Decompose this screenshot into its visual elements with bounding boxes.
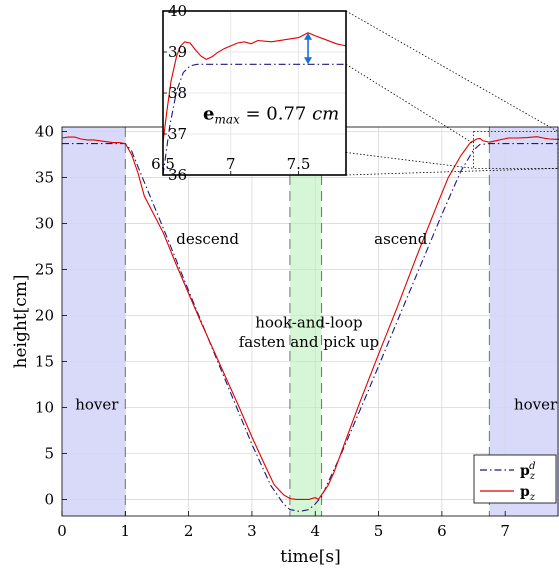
zoom-connector-lines (345, 10, 559, 176)
x-tick-label-4: 4 (310, 522, 320, 540)
y-tick-label-2: 10 (35, 398, 54, 416)
emax-annotation: emax = 0.77 cm (203, 104, 339, 127)
y-tick-label-0: 0 (44, 490, 54, 508)
y-tick-label-4: 20 (35, 307, 54, 325)
series-line-p-z (62, 136, 559, 501)
inset-x-tick-label-1: 7 (226, 155, 236, 173)
x-tick-label-1: 1 (121, 522, 131, 540)
zoom-source-box (473, 131, 559, 169)
main-regions (62, 127, 559, 516)
zoom-connector-0 (345, 10, 559, 132)
main-series (62, 136, 559, 512)
y-tick-label-1: 5 (44, 444, 54, 462)
y-tick-label-7: 35 (35, 169, 54, 187)
x-tick-label-7: 7 (500, 522, 510, 540)
zoom-connector-3 (345, 167, 559, 176)
main-ticks: 0 1 2 3 4 5 6 7 0 5 10 15 20 25 30 35 40 (35, 123, 510, 540)
annotation-4: hover (75, 395, 119, 413)
x-tick-label-5: 5 (374, 522, 384, 540)
zoom-connector-2 (345, 152, 474, 169)
series-line-p-z-d (62, 143, 559, 512)
region-0 (62, 127, 126, 516)
inset-x-tick-label-0: 6.5 (151, 155, 175, 173)
inset-y-tick-label-3: 39 (168, 43, 187, 61)
inset-y-tick-label-4: 40 (168, 2, 187, 20)
y-tick-label-8: 40 (35, 123, 54, 141)
inset-series-line-p-z-d (163, 63, 346, 175)
inset-x-tick-label-2: 7.5 (287, 155, 311, 173)
x-axis-label: time[s] (280, 547, 340, 567)
inset-y-tick-label-2: 38 (168, 84, 187, 102)
legend: pzd pz (473, 454, 557, 504)
legend-box (473, 454, 557, 504)
y-tick-label-5: 25 (35, 261, 54, 279)
inset-series-line-p-z (163, 32, 346, 143)
main-region-lines (124, 127, 490, 516)
x-tick-label-0: 0 (57, 522, 67, 540)
zoom-connector-1 (345, 63, 474, 144)
inset-zoom-plot: 6.5 7 7.5 36 37 38 39 40 emax = 0.77 cm (151, 2, 347, 184)
legend-label-1: pz (520, 484, 536, 503)
main-annotations: descend ascend hook-and-loop fasten and pic… (75, 230, 558, 414)
inset-y-tick-label-1: 37 (168, 125, 187, 143)
emax-arrow-head-up (304, 32, 313, 40)
inset-y-tick-label-0: 36 (168, 166, 187, 184)
emax-arrow-head-down (304, 57, 313, 65)
x-tick-label-6: 6 (437, 522, 447, 540)
y-tick-label-3: 15 (35, 353, 54, 371)
region-2 (489, 127, 559, 516)
annotation-5: hover (514, 395, 558, 413)
annotation-0: descend (176, 230, 239, 248)
annotation-3: fasten and pick up (239, 333, 379, 351)
x-tick-label-3: 3 (247, 522, 257, 540)
annotation-1: ascend (374, 230, 428, 248)
y-axis-label: height[cm] (11, 274, 31, 368)
region-1 (289, 127, 322, 516)
annotation-2: hook-and-loop (255, 313, 362, 331)
legend-label-0: pzd (520, 461, 536, 482)
y-tick-label-6: 30 (35, 215, 54, 233)
x-tick-label-2: 2 (184, 522, 194, 540)
